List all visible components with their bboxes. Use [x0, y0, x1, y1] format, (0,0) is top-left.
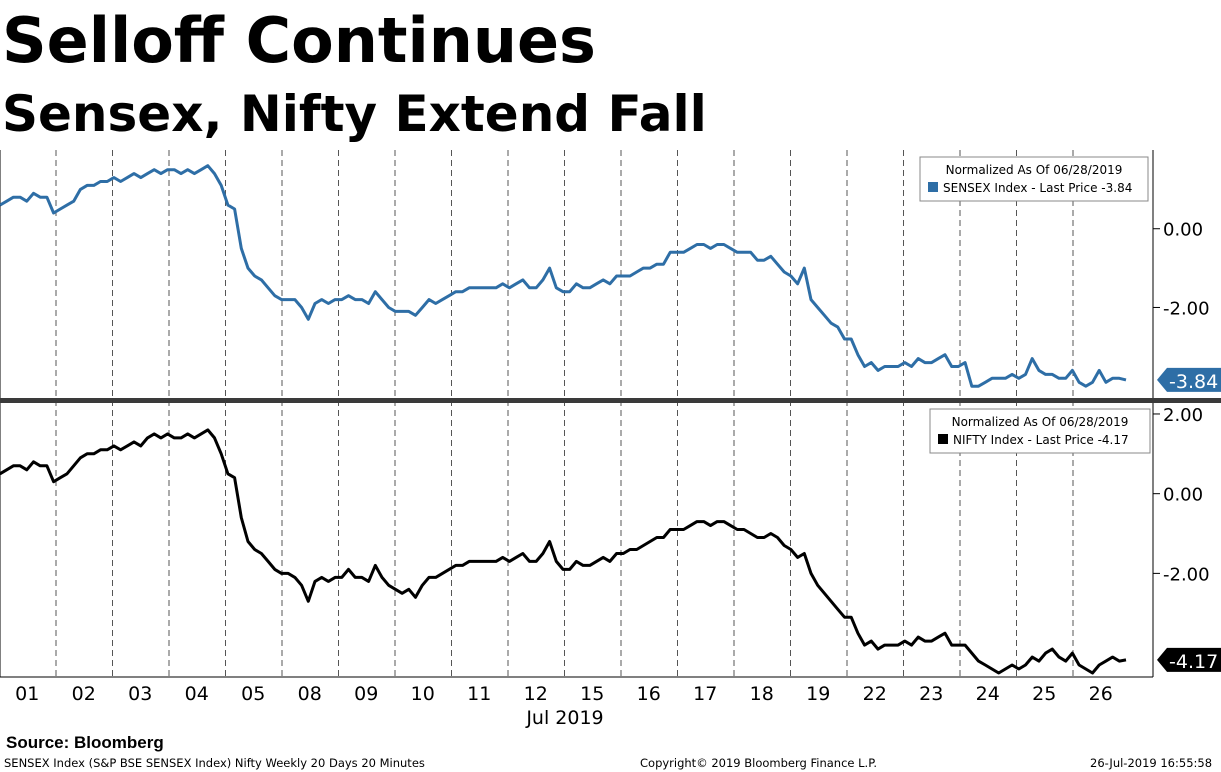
x-tick-label: 23 — [919, 683, 943, 705]
y-tick-label: 0.00 — [1163, 485, 1203, 506]
source-note: Source: Bloomberg — [6, 733, 164, 752]
x-tick-label: 24 — [976, 683, 1000, 705]
footer-copyright: Copyright© 2019 Bloomberg Finance L.P. — [640, 756, 877, 770]
footer-timestamp: 26-Jul-2019 16:55:58 — [1090, 756, 1213, 770]
legend-swatch — [938, 434, 948, 444]
x-tick-label: 19 — [806, 683, 830, 705]
x-tick-label: 18 — [750, 683, 774, 705]
legend-swatch — [928, 182, 938, 192]
x-tick-label: 26 — [1089, 683, 1113, 705]
legend-header: Normalized As Of 06/28/2019 — [946, 163, 1123, 177]
x-tick-label: 22 — [863, 683, 887, 705]
y-tick-label: 0.00 — [1163, 220, 1203, 241]
x-tick-label: 10 — [411, 683, 435, 705]
x-tick-label: 09 — [354, 683, 378, 705]
x-tick-label: 15 — [580, 683, 604, 705]
panel-divider — [0, 398, 1221, 403]
x-tick-label: 25 — [1032, 683, 1056, 705]
legend-box — [919, 156, 1149, 202]
x-month-label: Jul 2019 — [525, 707, 603, 729]
y-tick-label: 2.00 — [1163, 405, 1203, 426]
nifty-line — [0, 428, 1127, 675]
x-tick-label: 08 — [298, 683, 322, 705]
x-tick-label: 02 — [72, 683, 96, 705]
legend-box — [929, 408, 1151, 454]
x-tick-label: 03 — [128, 683, 152, 705]
chart-subtitle: Sensex, Nifty Extend Fall — [2, 85, 707, 143]
chart-title: Selloff Continues — [2, 4, 596, 77]
x-tick-label: 05 — [241, 683, 265, 705]
x-tick-label: 01 — [15, 683, 39, 705]
x-tick-label: 16 — [637, 683, 661, 705]
footer-description: SENSEX Index (S&P BSE SENSEX Index) Nift… — [4, 756, 425, 770]
legend-header: Normalized As Of 06/28/2019 — [952, 415, 1129, 429]
last-value-tag — [1157, 647, 1221, 672]
x-tick-label: 17 — [693, 683, 717, 705]
legend-entry: SENSEX Index - Last Price -3.84 — [943, 181, 1132, 195]
last-value-tag — [1157, 367, 1221, 392]
sensex-line — [0, 164, 1127, 388]
y-tick-label: -2.00 — [1163, 564, 1210, 585]
last-value-label: -4.17 — [1169, 651, 1218, 673]
x-tick-label: 12 — [524, 683, 548, 705]
last-value-label: -3.84 — [1169, 371, 1218, 393]
x-tick-label: 04 — [185, 683, 209, 705]
x-tick-label: 11 — [467, 683, 491, 705]
y-tick-label: -2.00 — [1163, 298, 1210, 319]
legend-entry: NIFTY Index - Last Price -4.17 — [953, 433, 1129, 447]
